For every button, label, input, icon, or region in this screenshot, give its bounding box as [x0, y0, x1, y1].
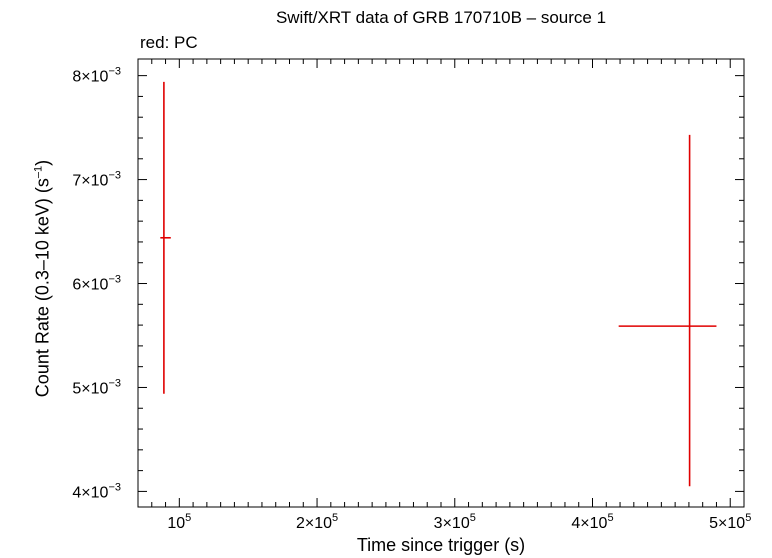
x-axis: 105 2×105 3×105 4×105 5×105 [137, 59, 751, 532]
y-tick-label: 4×10−3 [72, 481, 121, 501]
data-point [618, 134, 717, 487]
x-axis-label: Time since trigger (s) [356, 535, 526, 555]
x-tick-label: 4×105 [571, 512, 613, 532]
plot-border [137, 58, 745, 508]
y-axis-label-main: Count Rate (0.3–10 keV) (s [32, 178, 53, 398]
plot-frame [137, 58, 745, 508]
y-axis-label: Count Rate (0.3–10 keV) (s–1) [33, 134, 54, 424]
x-tick-label: 3×105 [434, 512, 476, 532]
x-tick-label: 105 [167, 512, 191, 532]
y-axis: 4×10−3 5×10−3 6×10−3 7×10−3 8×10−3 [72, 66, 744, 501]
chart-title: Swift/XRT data of GRB 170710B – source 1 [275, 8, 607, 27]
x-tick-label: 2×105 [296, 512, 338, 532]
data-series [160, 81, 717, 487]
chart-subtitle: red: PC [140, 33, 198, 52]
y-tick-label: 8×10−3 [72, 66, 121, 86]
y-axis-label-end: ) [32, 159, 53, 166]
y-tick-label: 5×10−3 [72, 377, 121, 397]
y-tick-label: 7×10−3 [72, 170, 121, 190]
x-tick-label: 5×105 [709, 512, 751, 532]
y-tick-label: 6×10−3 [72, 274, 121, 294]
data-point [160, 81, 171, 394]
y-axis-label-sup: –1 [32, 165, 45, 179]
